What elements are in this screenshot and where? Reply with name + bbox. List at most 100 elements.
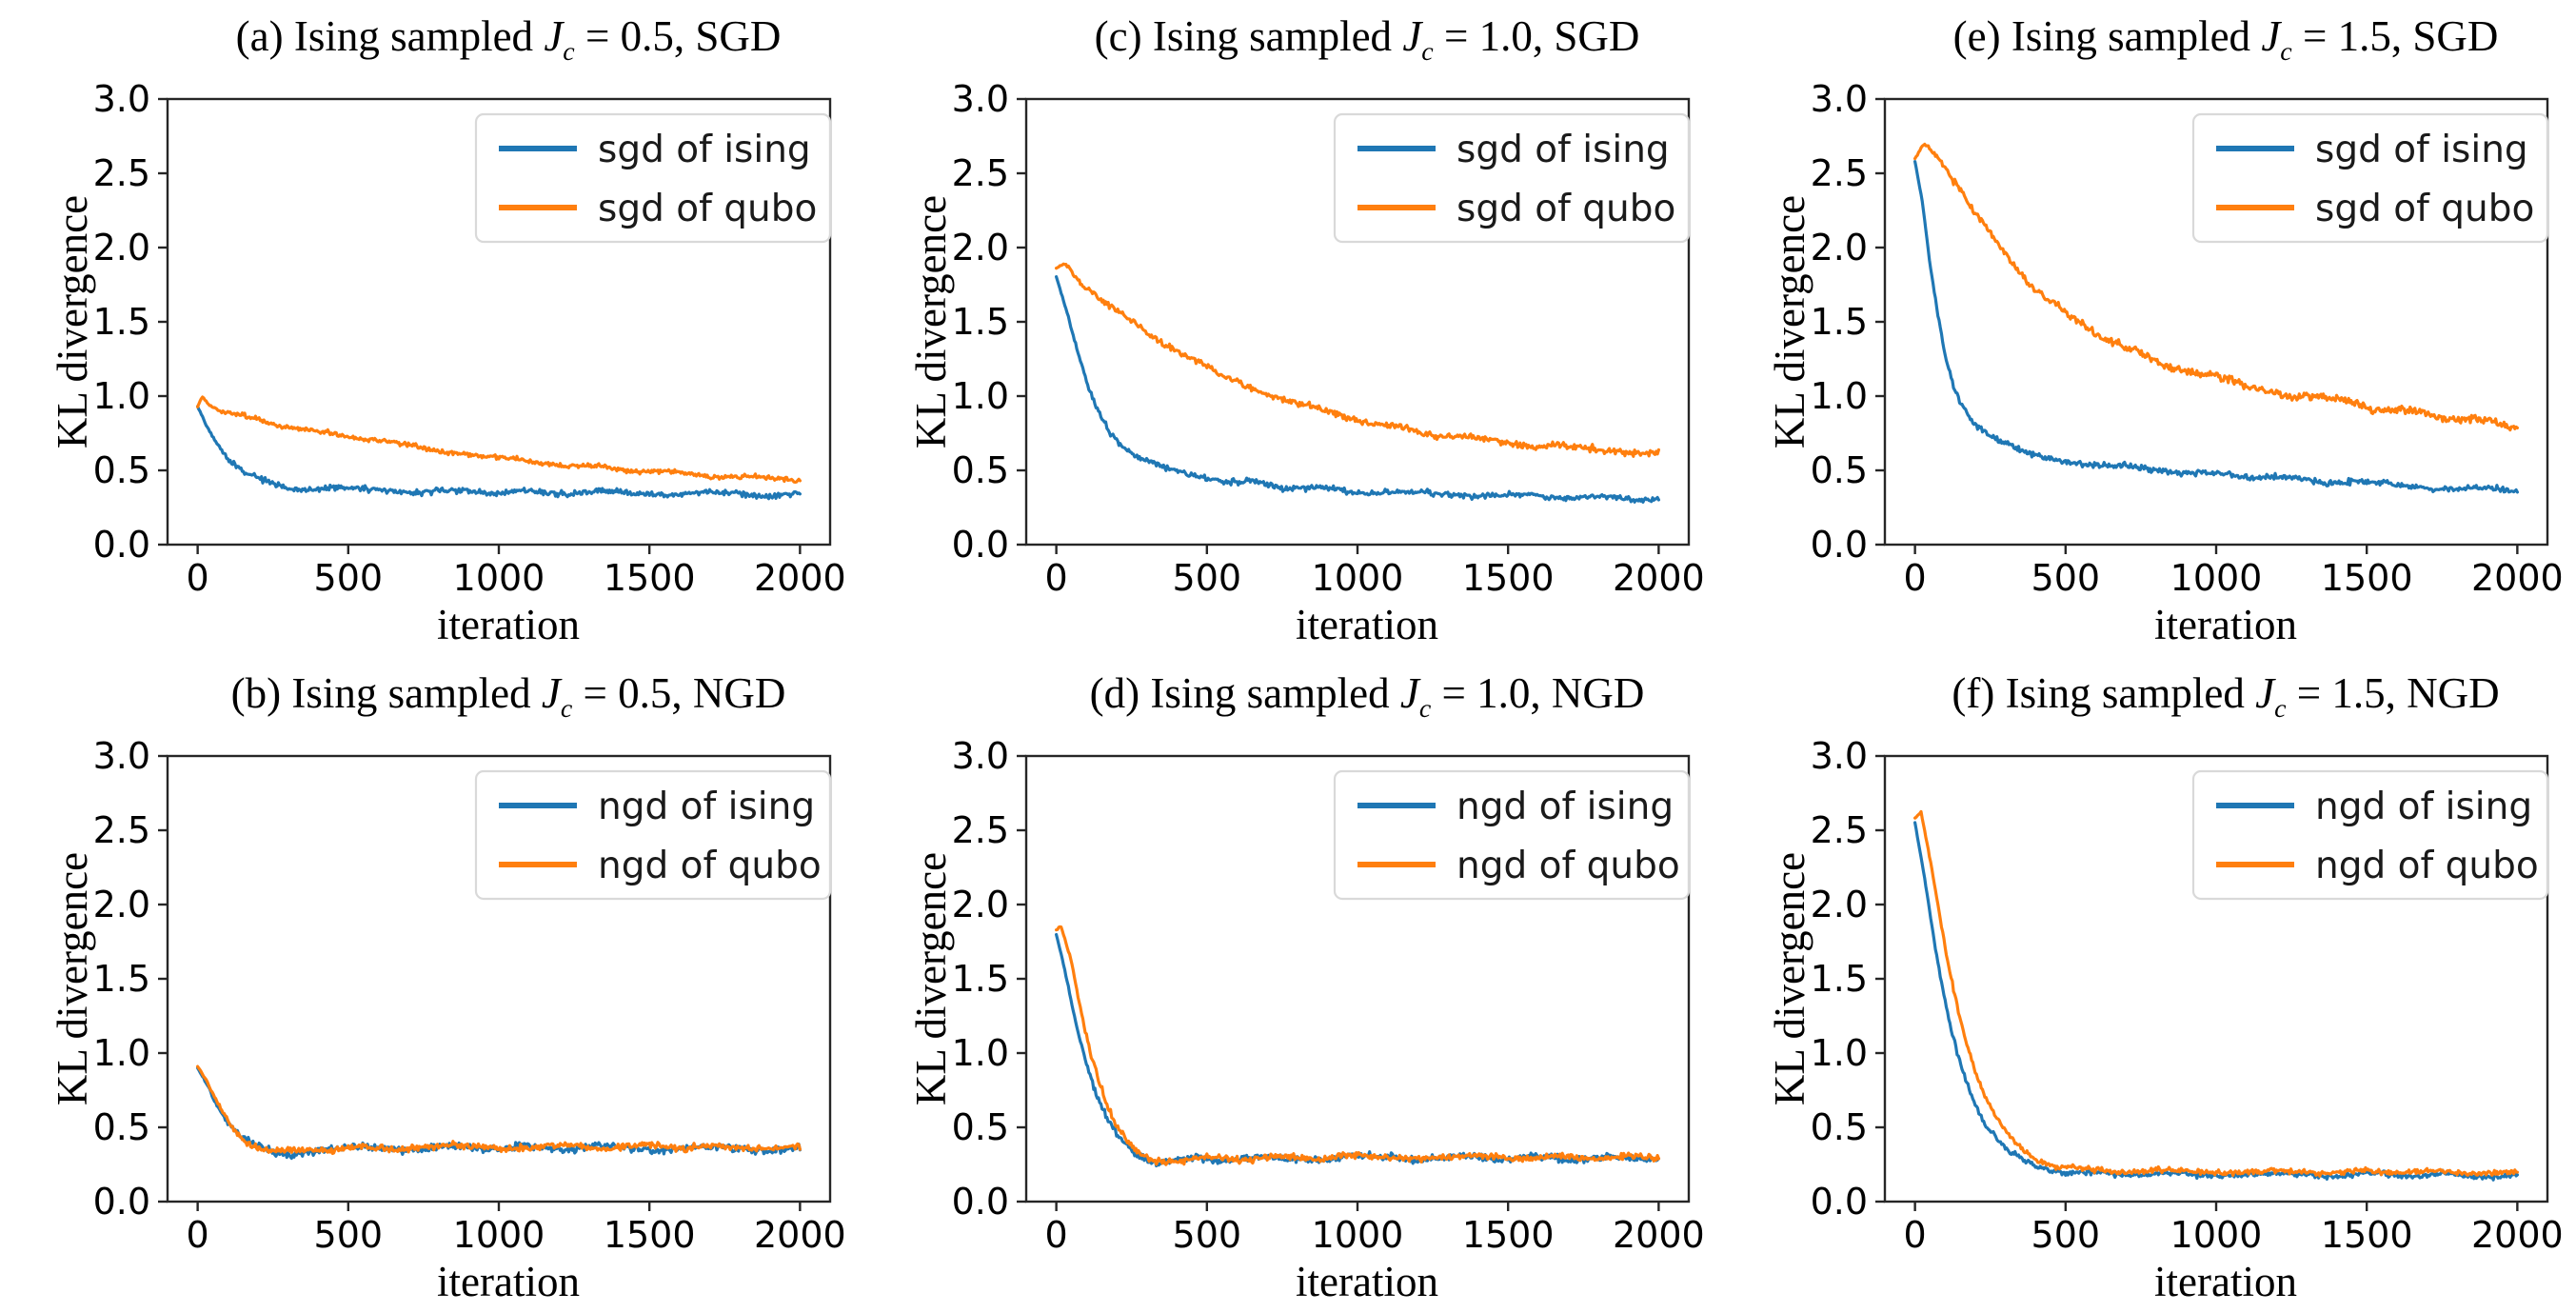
x-tick-label: 1500 bbox=[2321, 557, 2413, 599]
panel-a-line-chart: 0 500 1000 1500 2000 0.0 0.5 1.0 1.5 2.0 2.5 3.0 sgd… bbox=[93, 78, 846, 599]
legend-label: ngd of ising bbox=[2315, 786, 2532, 828]
y-tick-label: 3.0 bbox=[1811, 78, 1868, 120]
series-sgd-of-ising bbox=[1913, 160, 2519, 494]
title-subscript: c bbox=[563, 37, 575, 67]
title-text: = 0.5, NGD bbox=[572, 669, 786, 717]
y-tick-label: 0.5 bbox=[93, 449, 150, 491]
panel-f: (f) Ising sampled Jc = 1.5, NGD KL diver… bbox=[1717, 657, 2576, 1313]
series-sgd-of-qubo bbox=[1913, 142, 2519, 432]
legend-label: sgd of ising bbox=[1456, 129, 1670, 171]
y-tick-label: 1.0 bbox=[1811, 375, 1868, 417]
legend-label: ngd of qubo bbox=[598, 845, 822, 887]
y-tick-label: 0.0 bbox=[1811, 1181, 1868, 1223]
legend-label: ngd of qubo bbox=[1456, 845, 1680, 887]
x-tick-label: 1500 bbox=[2321, 1214, 2413, 1256]
y-tick-label: 2.0 bbox=[1811, 884, 1868, 925]
x-tick-label: 2000 bbox=[1613, 557, 1705, 599]
y-tick-label: 2.5 bbox=[93, 152, 150, 194]
legend: ngd of ising ngd of qubo bbox=[1333, 769, 1691, 901]
series-sgd-of-ising bbox=[196, 405, 802, 501]
y-tick-label: 2.5 bbox=[1811, 809, 1868, 851]
y-tick-label: 2.0 bbox=[93, 227, 150, 269]
panel-c-line-chart: 0 500 1000 1500 2000 0.0 0.5 1.0 1.5 2.0 2.5 3.0 sgd… bbox=[952, 78, 1705, 599]
title-variable: J bbox=[541, 669, 561, 717]
axes: 0 500 1000 1500 2000 0.0 0.5 1.0 1.5 2.0 2.5 3.0 bbox=[1811, 735, 2564, 1256]
series-ngd-of-qubo bbox=[1055, 925, 1660, 1166]
series-ngd-of-qubo bbox=[196, 1064, 802, 1156]
title-text: = 1.0, NGD bbox=[1431, 669, 1645, 717]
panel-e-xlabel: iteration bbox=[2154, 601, 2297, 648]
legend-label: sgd of qubo bbox=[2315, 188, 2534, 230]
legend-label: ngd of ising bbox=[598, 786, 815, 828]
title-text: = 1.0, SGD bbox=[1433, 12, 1640, 60]
series-ngd-of-ising bbox=[196, 1066, 802, 1161]
y-tick-label: 0.5 bbox=[952, 449, 1009, 491]
y-tick-label: 3.0 bbox=[952, 78, 1009, 120]
y-tick-label: 0.5 bbox=[1811, 1106, 1868, 1148]
x-tick-label: 2000 bbox=[2471, 1214, 2564, 1256]
axes: 0 500 1000 1500 2000 0.0 0.5 1.0 1.5 2.0 2.5 3.0 bbox=[93, 78, 846, 599]
y-tick-label: 2.5 bbox=[1811, 152, 1868, 194]
legend: sgd of ising sgd of qubo bbox=[474, 112, 832, 244]
legend: ngd of ising ngd of qubo bbox=[474, 769, 832, 901]
y-tick-label: 0.5 bbox=[93, 1106, 150, 1148]
x-tick-label: 0 bbox=[1904, 1214, 1927, 1256]
y-tick-label: 1.0 bbox=[1811, 1032, 1868, 1074]
panel-d-title: (d) Ising sampled Jc = 1.0, NGD bbox=[1090, 668, 1645, 722]
title-variable: J bbox=[1399, 669, 1419, 717]
title-text: (e) Ising sampled bbox=[1952, 12, 2262, 60]
title-text: = 1.5, SGD bbox=[2291, 12, 2499, 60]
legend-label: ngd of qubo bbox=[2315, 845, 2539, 887]
title-text: (c) Ising sampled bbox=[1094, 12, 1403, 60]
x-tick-label: 500 bbox=[2031, 557, 2101, 599]
title-variable: J bbox=[2255, 669, 2275, 717]
y-tick-label: 0.5 bbox=[952, 1106, 1009, 1148]
axes: 0 500 1000 1500 2000 0.0 0.5 1.0 1.5 2.0 2.5 3.0 bbox=[1811, 78, 2564, 599]
series-sgd-of-qubo bbox=[196, 395, 802, 484]
title-variable: J bbox=[1402, 12, 1422, 60]
panel-c: (c) Ising sampled Jc = 1.0, SGD KL diver… bbox=[859, 0, 1717, 657]
x-tick-label: 1500 bbox=[1462, 1214, 1555, 1256]
panel-b: (b) Ising sampled Jc = 0.5, NGD KL diver… bbox=[0, 657, 859, 1313]
panel-f-title: (f) Ising sampled Jc = 1.5, NGD bbox=[1952, 668, 2500, 722]
axes-frame bbox=[1883, 754, 2549, 1204]
x-tick-label: 0 bbox=[187, 557, 209, 599]
title-text: (a) Ising sampled bbox=[235, 12, 545, 60]
title-subscript: c bbox=[1418, 694, 1432, 724]
y-tick-label: 2.5 bbox=[952, 809, 1009, 851]
panel-d-xlabel: iteration bbox=[1296, 1258, 1438, 1305]
panel-a-xlabel: iteration bbox=[437, 601, 580, 648]
legend-label: sgd of qubo bbox=[598, 188, 817, 230]
y-tick-label: 0.5 bbox=[1811, 449, 1868, 491]
x-tick-label: 1000 bbox=[1312, 557, 1404, 599]
y-tick-label: 1.5 bbox=[93, 958, 150, 1000]
x-tick-label: 0 bbox=[1045, 557, 1068, 599]
x-tick-label: 500 bbox=[1173, 1214, 1242, 1256]
panel-f-line-chart: 0 500 1000 1500 2000 0.0 0.5 1.0 1.5 2.0 2.5 3.0 ngd… bbox=[1811, 735, 2564, 1256]
y-tick-label: 3.0 bbox=[93, 735, 150, 777]
y-tick-label: 0.0 bbox=[1811, 524, 1868, 566]
y-tick-label: 2.0 bbox=[93, 884, 150, 925]
y-tick-label: 3.0 bbox=[93, 78, 150, 120]
legend: sgd of ising sgd of qubo bbox=[2191, 112, 2549, 244]
title-text: = 1.5, NGD bbox=[2286, 669, 2500, 717]
panel-a-title: (a) Ising sampled Jc = 0.5, SGD bbox=[235, 11, 782, 65]
title-subscript: c bbox=[2274, 694, 2287, 724]
x-tick-label: 1000 bbox=[453, 557, 545, 599]
panel-a: (a) Ising sampled Jc = 0.5, SGD KL diver… bbox=[0, 0, 859, 657]
legend: ngd of ising ngd of qubo bbox=[2191, 769, 2549, 901]
series-sgd-of-ising bbox=[1055, 275, 1660, 504]
title-text: (b) Ising sampled bbox=[230, 669, 542, 717]
axes-frame bbox=[1024, 754, 1691, 1204]
x-tick-label: 2000 bbox=[754, 1214, 846, 1256]
panel-f-xlabel: iteration bbox=[2154, 1258, 2297, 1305]
x-tick-label: 500 bbox=[2031, 1214, 2101, 1256]
axes: 0 500 1000 1500 2000 0.0 0.5 1.0 1.5 2.0 2.5 3.0 bbox=[952, 735, 1705, 1256]
x-tick-label: 1000 bbox=[2170, 557, 2263, 599]
panel-e-line-chart: 0 500 1000 1500 2000 0.0 0.5 1.0 1.5 2.0 2.5 3.0 sgd… bbox=[1811, 78, 2564, 599]
axes-frame bbox=[166, 754, 832, 1204]
title-variable: J bbox=[544, 12, 564, 60]
y-tick-label: 0.0 bbox=[952, 1181, 1009, 1223]
title-text: (f) Ising sampled bbox=[1952, 669, 2256, 717]
